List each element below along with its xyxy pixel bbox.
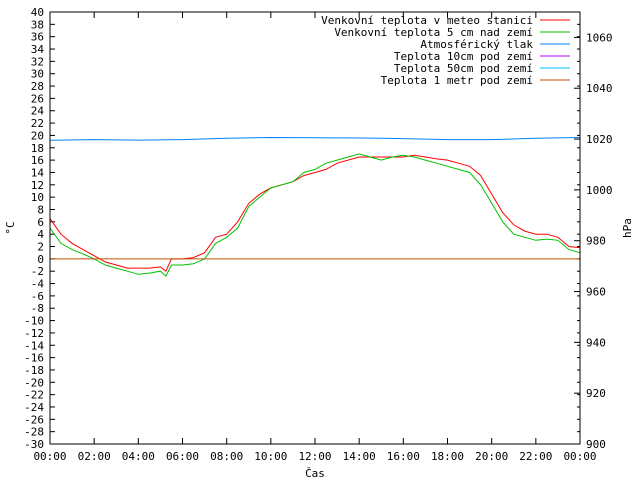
x-tick-label: 06:00 — [166, 450, 199, 463]
y2-tick-label: 1000 — [586, 184, 613, 197]
y-tick-label: 32 — [31, 55, 44, 68]
y2-tick-label: 960 — [586, 286, 606, 299]
x-tick-label: 12:00 — [298, 450, 331, 463]
y2-axis-label: hPa — [621, 218, 634, 238]
series-line-2 — [49, 153, 581, 277]
y-tick-label: 0 — [37, 253, 44, 266]
x-tick-label: 16:00 — [387, 450, 420, 463]
plot-frame — [49, 11, 581, 445]
axes: -30-28-26-24-22-20-18-16-14-12-10-8-6-4-… — [24, 6, 612, 463]
y-tick-label: 38 — [31, 18, 44, 31]
y-tick-label: 8 — [37, 203, 44, 216]
x-tick-label: 00:00 — [563, 450, 596, 463]
y-tick-label: 4 — [37, 228, 44, 241]
y-axis-label: °C — [4, 221, 17, 234]
x-tick-label: 10:00 — [254, 450, 287, 463]
y2-tick-label: 900 — [586, 438, 606, 451]
y-tick-label: 26 — [31, 92, 44, 105]
legend-label-3: Atmosférický tlak — [420, 38, 533, 51]
y2-tick-label: 1020 — [586, 133, 613, 146]
y-tick-label: 18 — [31, 142, 44, 155]
y-tick-label: 36 — [31, 31, 44, 44]
x-tick-label: 20:00 — [475, 450, 508, 463]
x-axis-label: Čas — [305, 467, 325, 480]
y-tick-label: 28 — [31, 80, 44, 93]
series-lines — [49, 136, 581, 277]
y2-tick-label: 1060 — [586, 31, 613, 44]
y-tick-label: 2 — [37, 241, 44, 254]
y-tick-label: -8 — [31, 302, 44, 315]
x-tick-label: 14:00 — [343, 450, 376, 463]
y-tick-label: 34 — [31, 43, 45, 56]
y-tick-label: -2 — [31, 265, 44, 278]
y-tick-label: -10 — [24, 315, 44, 328]
y-tick-label: -14 — [24, 339, 44, 352]
y-tick-label: -24 — [24, 401, 44, 414]
y-tick-label: 14 — [31, 166, 45, 179]
y-tick-label: -26 — [24, 413, 44, 426]
y-tick-label: 40 — [31, 6, 44, 19]
y-tick-label: -12 — [24, 327, 44, 340]
y2-tick-label: 920 — [586, 387, 606, 400]
y-tick-label: 10 — [31, 191, 44, 204]
y-tick-label: -18 — [24, 364, 44, 377]
y-tick-label: -28 — [24, 426, 44, 439]
x-tick-label: 02:00 — [78, 450, 111, 463]
x-tick-label: 18:00 — [431, 450, 464, 463]
y2-tick-label: 980 — [586, 235, 606, 248]
legend-label-6: Teplota 1 metr pod zemí — [381, 74, 533, 87]
y-tick-label: 16 — [31, 154, 44, 167]
x-tick-label: 00:00 — [33, 450, 66, 463]
series-line-3 — [49, 136, 581, 141]
y-tick-label: 30 — [31, 68, 44, 81]
y2-tick-label: 940 — [586, 336, 606, 349]
legend-label-5: Teplota 50cm pod zemí — [394, 62, 533, 75]
y-tick-label: -22 — [24, 389, 44, 402]
y-tick-label: 24 — [31, 105, 45, 118]
legend-label-1: Venkovní teplota v meteo stanici — [321, 14, 533, 27]
series-line-1 — [49, 154, 581, 272]
x-tick-label: 04:00 — [122, 450, 155, 463]
y-tick-label: 12 — [31, 179, 44, 192]
x-tick-label: 22:00 — [519, 450, 552, 463]
y-tick-label: 20 — [31, 129, 44, 142]
y-tick-label: -20 — [24, 376, 44, 389]
legend-label-2: Venkovní teplota 5 cm nad zemí — [334, 26, 533, 39]
y-tick-label: 22 — [31, 117, 44, 130]
x-tick-label: 08:00 — [210, 450, 243, 463]
legend-label-4: Teplota 10cm pod zemí — [394, 50, 533, 63]
legend: Venkovní teplota v meteo staniciVenkovní… — [321, 14, 570, 87]
y-tick-label: -4 — [31, 278, 45, 291]
y-tick-label: -16 — [24, 352, 44, 365]
y2-tick-label: 1040 — [586, 82, 613, 95]
y-tick-label: 6 — [37, 216, 44, 229]
y-tick-label: -30 — [24, 438, 44, 451]
y-tick-label: -6 — [31, 290, 44, 303]
